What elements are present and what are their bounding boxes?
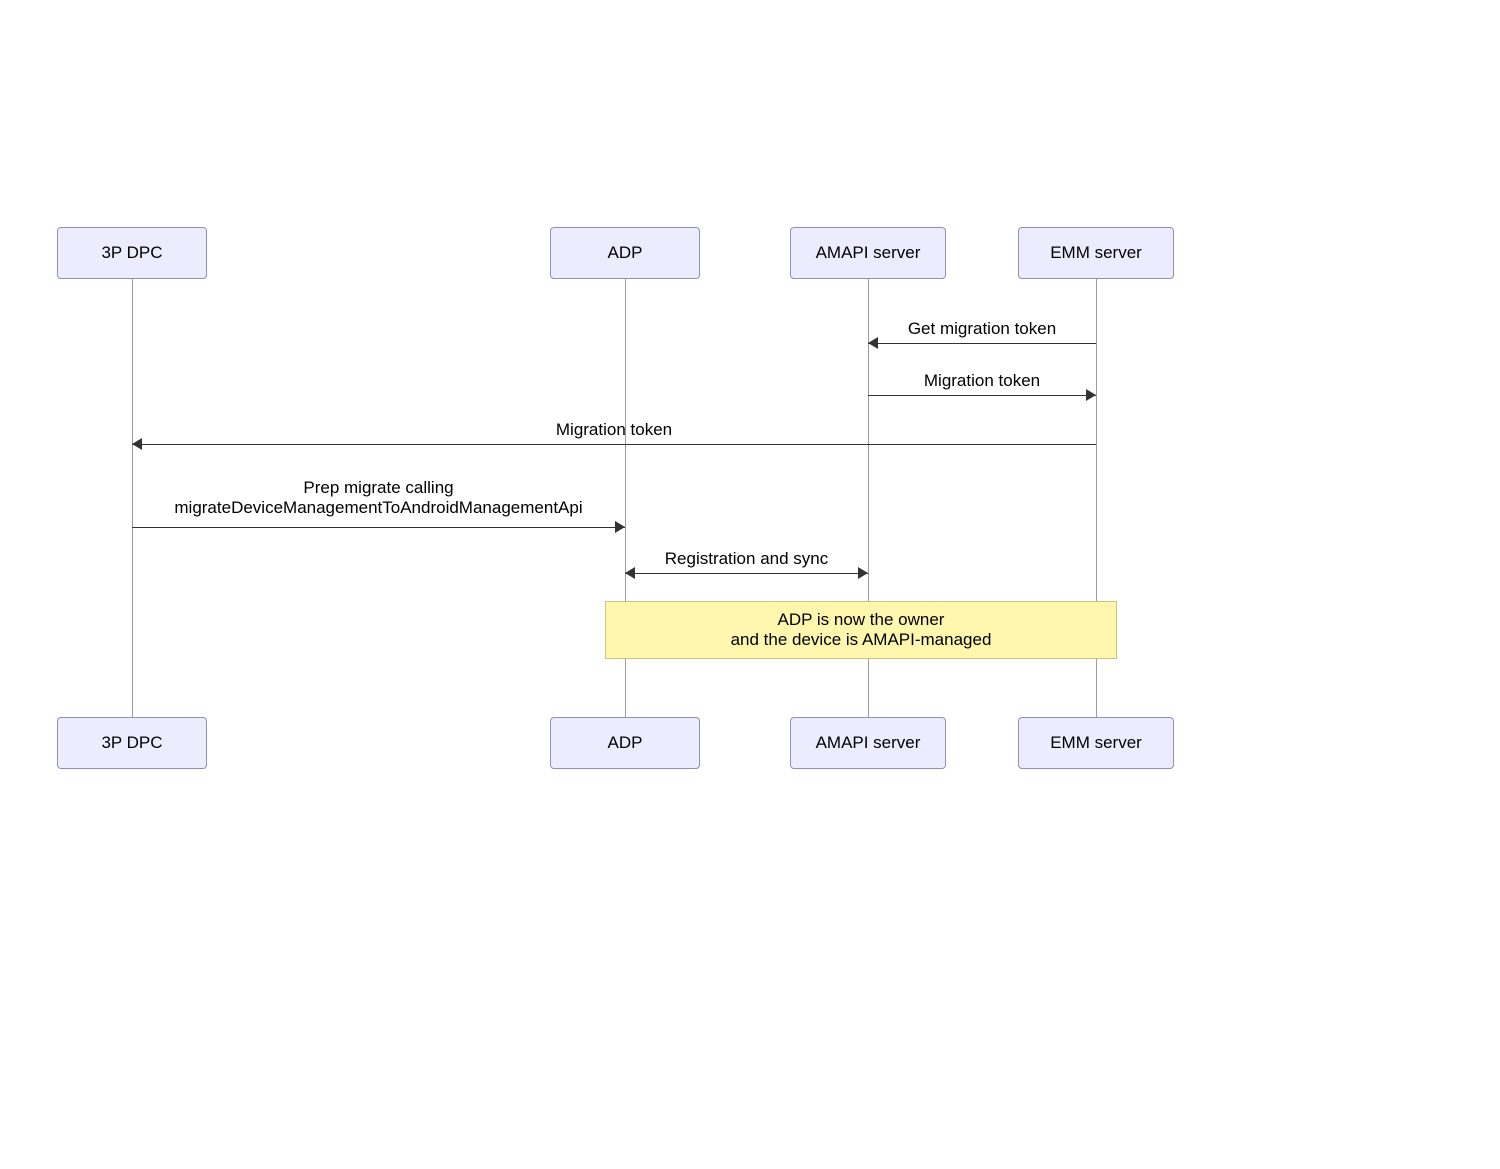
- message-line-m1: [868, 395, 1096, 396]
- arrow-head: [615, 521, 625, 533]
- message-line-m4: [625, 573, 868, 574]
- arrow-head: [868, 337, 878, 349]
- message-line-m0: [868, 343, 1096, 344]
- participant-p0-top: 3P DPC: [57, 227, 207, 279]
- participant-p0-bottom: 3P DPC: [57, 717, 207, 769]
- participant-p2-top: AMAPI server: [790, 227, 946, 279]
- message-label-m2: Migration token: [556, 420, 672, 440]
- participant-p3-bottom: EMM server: [1018, 717, 1174, 769]
- arrow-head: [132, 438, 142, 450]
- participant-p3-top: EMM server: [1018, 227, 1174, 279]
- message-line-m3: [132, 527, 625, 528]
- message-label-m3: Prep migrate calling migrateDeviceManage…: [174, 478, 582, 518]
- note-n0: ADP is now the owner and the device is A…: [605, 601, 1117, 659]
- arrow-head: [858, 567, 868, 579]
- participant-p1-bottom: ADP: [550, 717, 700, 769]
- sequence-diagram: 3P DPC 3P DPC ADP ADP AMAPI server AMAPI serv…: [0, 0, 1500, 1169]
- lifeline-p0: [132, 279, 133, 717]
- participant-p2-bottom: AMAPI server: [790, 717, 946, 769]
- message-label-m1: Migration token: [924, 371, 1040, 391]
- arrow-head: [1086, 389, 1096, 401]
- message-line-m2: [132, 444, 1096, 445]
- message-label-m4: Registration and sync: [665, 549, 828, 569]
- arrow-head: [625, 567, 635, 579]
- message-label-m0: Get migration token: [908, 319, 1056, 339]
- participant-p1-top: ADP: [550, 227, 700, 279]
